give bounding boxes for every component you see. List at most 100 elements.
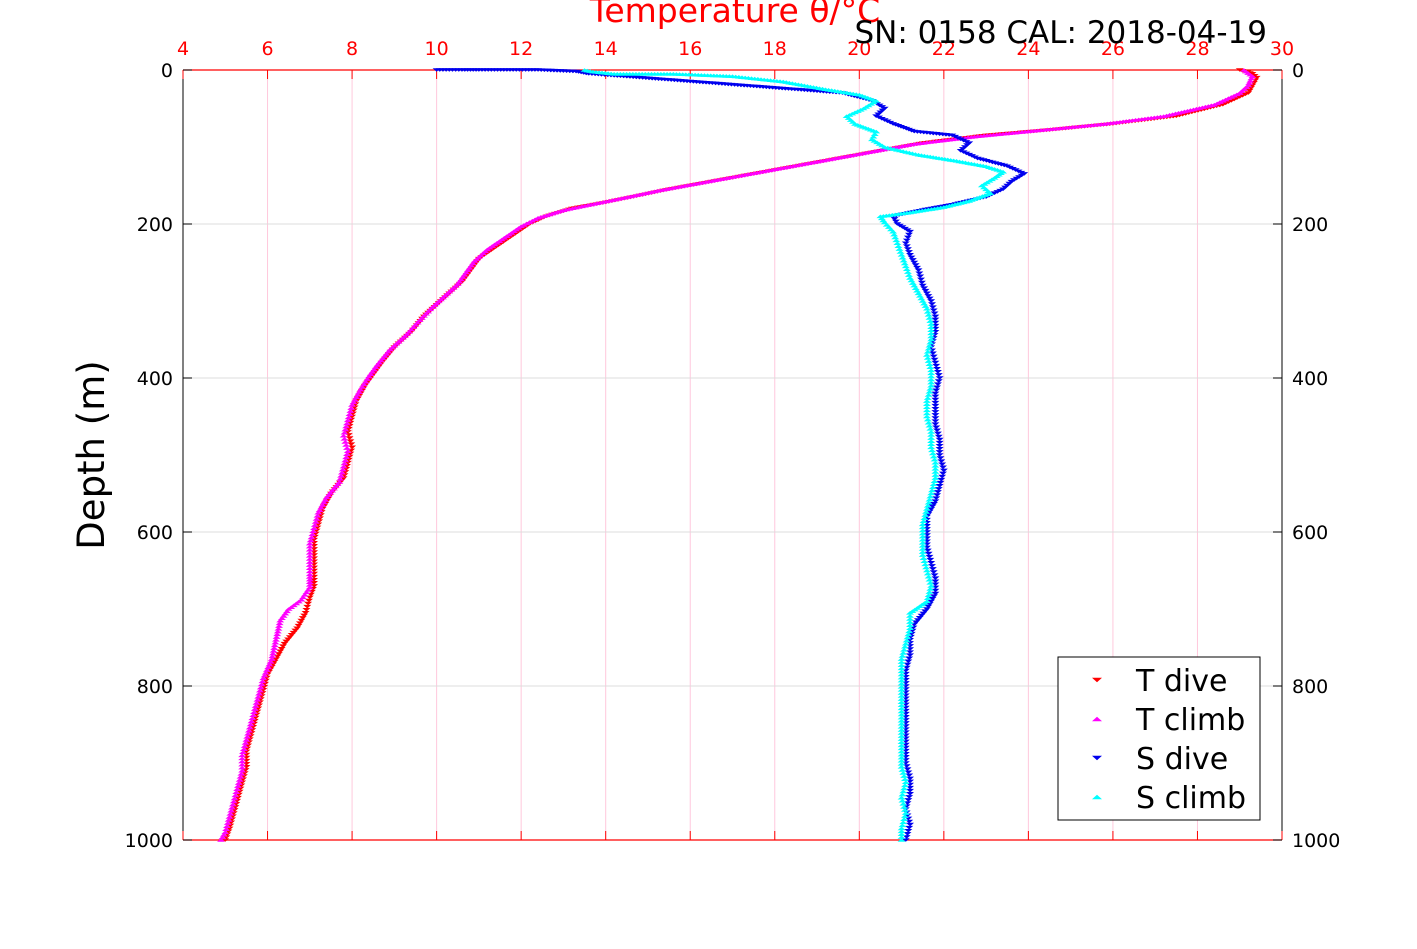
data-point <box>275 621 284 626</box>
data-point <box>922 565 931 570</box>
data-point <box>905 773 914 778</box>
data-point <box>897 697 906 701</box>
data-point <box>307 535 316 540</box>
data-point <box>913 288 922 293</box>
data-point <box>920 301 929 306</box>
data-point <box>243 735 252 739</box>
data-point <box>927 507 936 511</box>
data-point <box>277 646 286 651</box>
data-point <box>1246 78 1255 83</box>
data-point <box>927 433 936 437</box>
data-point <box>905 795 914 799</box>
data-point <box>922 291 931 296</box>
data-point <box>293 626 302 631</box>
data-point <box>294 623 303 628</box>
data-point <box>219 833 228 837</box>
data-point <box>921 288 930 293</box>
data-point <box>345 412 354 416</box>
data-point <box>922 402 931 406</box>
data-point <box>927 322 936 326</box>
data-point <box>343 418 352 423</box>
data-point <box>305 547 314 552</box>
data-point <box>898 654 907 658</box>
data-point <box>923 504 932 508</box>
data-point <box>935 484 944 488</box>
data-point <box>304 601 313 606</box>
data-point <box>238 753 247 758</box>
y-tick-label-right: 200 <box>1292 214 1328 236</box>
data-point <box>311 520 320 524</box>
data-point <box>931 463 940 468</box>
data-point <box>915 271 924 276</box>
y-tick-label-left: 800 <box>137 676 173 698</box>
data-point <box>1001 185 1010 190</box>
data-point <box>897 728 906 732</box>
data-point <box>932 496 941 500</box>
data-point <box>906 620 915 624</box>
data-point <box>926 427 935 431</box>
data-point <box>318 503 327 507</box>
data-point <box>270 646 279 650</box>
data-point <box>918 544 927 548</box>
data-point <box>897 703 906 708</box>
data-point <box>925 296 934 301</box>
data-point <box>291 628 300 633</box>
data-point <box>923 548 932 553</box>
data-point <box>227 808 236 813</box>
x-tick-label: 28 <box>1185 38 1209 60</box>
x-tick-label: 30 <box>1270 38 1294 60</box>
data-point <box>218 835 227 840</box>
data-point <box>264 665 273 670</box>
data-point <box>1003 183 1012 188</box>
x-tick-label: 8 <box>346 38 358 60</box>
data-point <box>933 385 942 390</box>
data-point <box>924 574 933 579</box>
data-point <box>341 440 350 444</box>
data-point <box>238 762 247 767</box>
data-point <box>923 596 932 601</box>
data-point <box>222 827 231 832</box>
data-point <box>918 299 927 303</box>
data-point <box>891 235 900 240</box>
data-point <box>274 627 283 631</box>
x-tick-label: 22 <box>932 38 956 60</box>
data-point <box>310 523 319 527</box>
data-point <box>301 611 310 615</box>
data-point <box>1245 81 1254 85</box>
data-point <box>923 356 932 360</box>
series-s-dive <box>432 68 1029 842</box>
data-point <box>927 331 936 336</box>
data-point <box>897 663 906 668</box>
data-point <box>912 620 921 624</box>
data-point <box>299 595 308 600</box>
data-point <box>265 662 274 667</box>
data-point <box>900 786 909 791</box>
data-point <box>302 607 311 612</box>
data-point <box>908 258 917 262</box>
data-point <box>921 609 930 613</box>
data-point <box>268 651 277 656</box>
data-point <box>923 309 932 314</box>
data-point <box>252 701 261 705</box>
data-point <box>931 576 940 580</box>
data-point <box>228 805 237 810</box>
data-point <box>266 660 275 664</box>
data-point <box>939 471 948 476</box>
data-point <box>900 644 909 649</box>
data-point <box>923 417 932 422</box>
data-point <box>931 579 940 584</box>
data-point <box>916 274 925 279</box>
data-point <box>911 286 920 290</box>
data-point <box>897 681 906 686</box>
data-point <box>917 296 926 301</box>
data-point <box>929 501 938 506</box>
data-point <box>897 795 906 800</box>
data-point <box>918 550 927 554</box>
data-point <box>927 445 936 450</box>
x-tick-label: 4 <box>177 38 189 60</box>
data-point <box>900 777 909 781</box>
data-point <box>931 460 940 465</box>
data-point <box>897 253 906 257</box>
data-point <box>933 493 942 497</box>
